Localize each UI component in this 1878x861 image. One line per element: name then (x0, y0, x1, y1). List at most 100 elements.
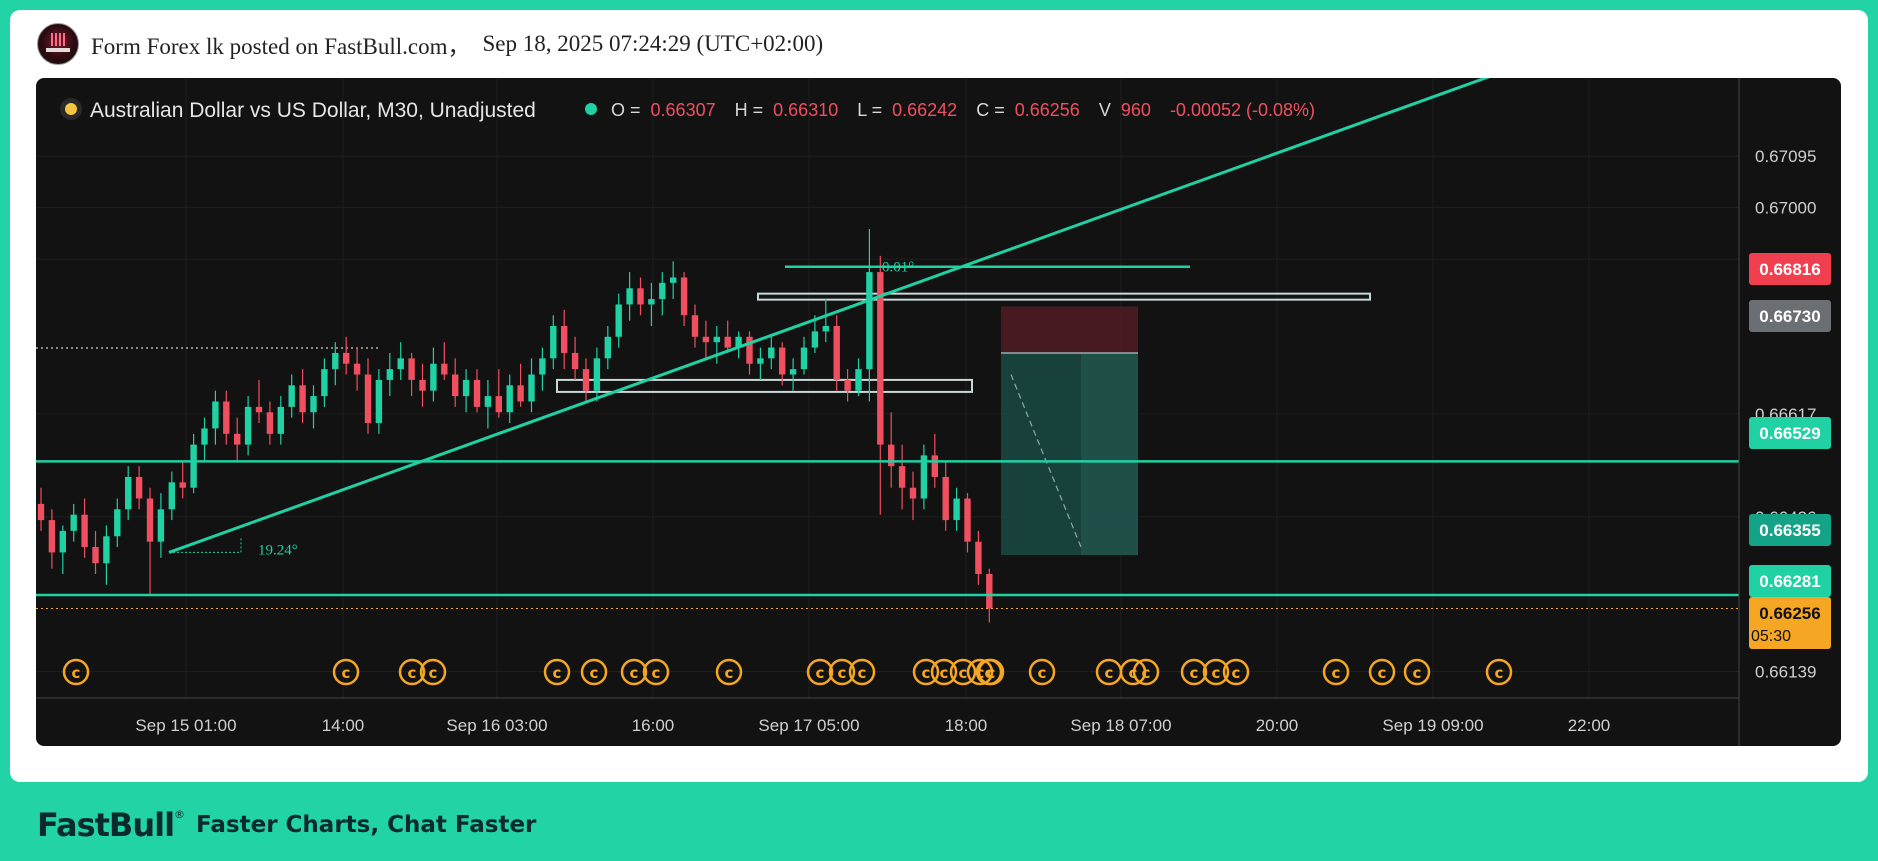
candle-body (473, 379, 481, 407)
candle-body (506, 385, 513, 413)
volume-label: V (1099, 100, 1111, 120)
event-marker-icon (620, 658, 648, 686)
candle-body (37, 503, 45, 521)
candle-body (670, 277, 677, 283)
candle-body (353, 363, 361, 375)
candle-body (789, 369, 797, 375)
candle-body (920, 455, 928, 499)
volume-value: 960 (1121, 100, 1151, 120)
event-marker-icon (1368, 658, 1396, 686)
event-marker-icon (715, 658, 743, 686)
event-marker-icon (1403, 658, 1431, 686)
time-tick-label: 18:00 (945, 716, 988, 735)
time-tick-label: 16:00 (632, 716, 675, 735)
event-marker-icon (332, 658, 360, 686)
candle-body (168, 482, 175, 510)
price-tag-label: 0.66281 (1759, 572, 1820, 591)
candle-body (125, 476, 132, 510)
event-marker-glyph: c (429, 664, 438, 682)
event-marker-icon (642, 658, 670, 686)
candle-body (462, 379, 470, 397)
candle-body (561, 326, 568, 353)
candle-body (822, 326, 829, 332)
candle-body (517, 385, 524, 402)
candle-body (528, 374, 535, 402)
event-marker-glyph: c (816, 664, 825, 682)
candle-body (909, 487, 917, 499)
candle-body (408, 358, 415, 380)
candle-body (942, 476, 949, 521)
candle-body (975, 541, 982, 574)
candle-body (255, 406, 263, 413)
event-marker-icon (398, 658, 426, 686)
candle-body (103, 536, 110, 564)
event-marker-glyph: c (553, 664, 562, 682)
ohlc-readout: O = 0.66307 H = 0.66310 L = 0.66242 C = … (611, 100, 1315, 120)
candle-body (179, 482, 186, 488)
candle-body (299, 385, 306, 413)
avatar[interactable] (37, 23, 79, 65)
candle-body (550, 326, 557, 359)
event-marker-icon (912, 658, 940, 686)
open-value: 0.66307 (651, 100, 716, 120)
post-header: Form Forex lk posted on FastBull.com， Se… (37, 23, 824, 65)
post-timestamp: Sep 18, 2025 07:24:29 (UTC+02:00) (482, 31, 824, 56)
candle-body (713, 336, 720, 343)
overlays-layer: 19.24° 0.01° (36, 78, 1739, 610)
candle-body (92, 547, 99, 564)
close-label: C = (976, 100, 1005, 120)
event-marker-icon (1485, 658, 1513, 686)
candle-body (364, 374, 372, 424)
candle-body (615, 304, 622, 337)
candle-body (898, 466, 906, 488)
candle-body (931, 455, 938, 477)
drawings-layer (36, 292, 1371, 556)
high-label: H = (735, 100, 764, 120)
event-marker-glyph: c (725, 664, 734, 682)
time-tick-label: 22:00 (1568, 716, 1611, 735)
candle-body (146, 498, 154, 542)
candle-body (321, 369, 328, 397)
event-marker-icon (828, 658, 856, 686)
price-tick-label: 0.67000 (1755, 198, 1816, 217)
candle-body (648, 299, 655, 305)
candle-body (582, 369, 590, 391)
zone-rectangle (757, 292, 1371, 301)
symbol-logo-inner (65, 103, 77, 115)
zone-rectangle (556, 378, 973, 393)
candle-body (811, 331, 819, 348)
candle-body (800, 347, 808, 370)
candle-body (441, 363, 448, 375)
price-tag-teal (1749, 514, 1831, 546)
trendline-angle-label: 19.24° (258, 542, 298, 558)
event-marker-icon (419, 658, 447, 686)
candle-body (735, 336, 742, 348)
event-marker-glyph: c (1190, 664, 1199, 682)
candle-body (157, 509, 165, 542)
event-marker-glyph: c (590, 664, 599, 682)
candle-body (484, 396, 492, 407)
event-marker-glyph: c (1332, 664, 1341, 682)
event-marker-glyph: c (652, 664, 661, 682)
candle-body (680, 277, 688, 316)
candlestick-chart[interactable]: 19.24°0.01° c c c c c c c c c c c c c c c c cc c c c c c c c c c c… (36, 78, 1841, 746)
candle-body (190, 444, 197, 488)
candle-body (768, 347, 775, 359)
candle-body (866, 272, 873, 370)
event-marker-glyph: c (630, 664, 639, 682)
event-marker-glyph: c (1495, 664, 1504, 682)
event-marker-icon (1202, 658, 1230, 686)
event-marker-icon (543, 658, 571, 686)
fastbull-logo[interactable]: FastBull ® (37, 806, 185, 844)
event-marker-glyph: c (1413, 664, 1422, 682)
candle-body (59, 530, 66, 553)
candle-body (844, 379, 851, 391)
candle-body (452, 374, 459, 397)
candle-body (397, 358, 404, 370)
candle-body (953, 498, 960, 521)
candle-body (702, 336, 710, 343)
event-marker-glyph: c (987, 664, 996, 682)
event-markers-layer: c c c c c c c c c c c c c c c c cc c c c c c c c c c c c (62, 658, 1513, 686)
candle-body (430, 363, 437, 391)
